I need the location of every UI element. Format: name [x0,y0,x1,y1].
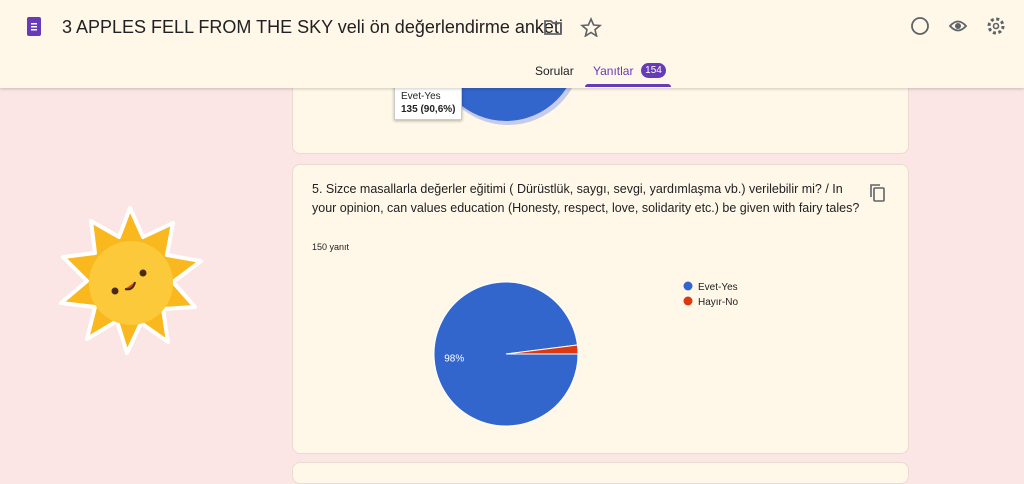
question-text: 5. Sizce masallarla değerler eğitimi ( D… [312,182,860,215]
forms-icon [27,17,41,36]
title-icons [544,17,603,37]
tab-active[interactable]: Yanıtlar [593,64,634,78]
legend-label: Evet-Yes [698,282,738,293]
toolbar-icons[interactable] [910,16,1010,38]
copy-icon[interactable] [869,183,887,203]
tooltip-label: Evet-Yes [401,91,441,102]
response-badge: 154 [641,63,666,78]
tab[interactable]: Sorular [535,64,574,78]
sun-decoration [59,206,203,355]
tooltip-value: 135 (90,6%) [401,104,456,115]
pie-slice [505,344,579,355]
legend-swatch [683,296,693,306]
slice-label: 98% [444,353,464,364]
next-card [292,462,909,484]
legend-swatch [683,281,693,291]
tab-underline [585,84,671,87]
pie-chart: 98% Evet-Yes Hayır-No [433,281,738,427]
tooltip: Evet-Yes 135 (90,6%) [394,86,463,120]
response-count: 150 yanıt [312,242,350,252]
form-title: 3 APPLES FELL FROM THE SKY veli ön değer… [62,17,563,37]
header: 3 APPLES FELL FROM THE SKY veli ön değer… [0,0,1024,88]
question-card: 5. Sizce masallarla değerler eğitimi ( D… [292,164,909,454]
legend-label: Hayır-No [698,297,738,308]
